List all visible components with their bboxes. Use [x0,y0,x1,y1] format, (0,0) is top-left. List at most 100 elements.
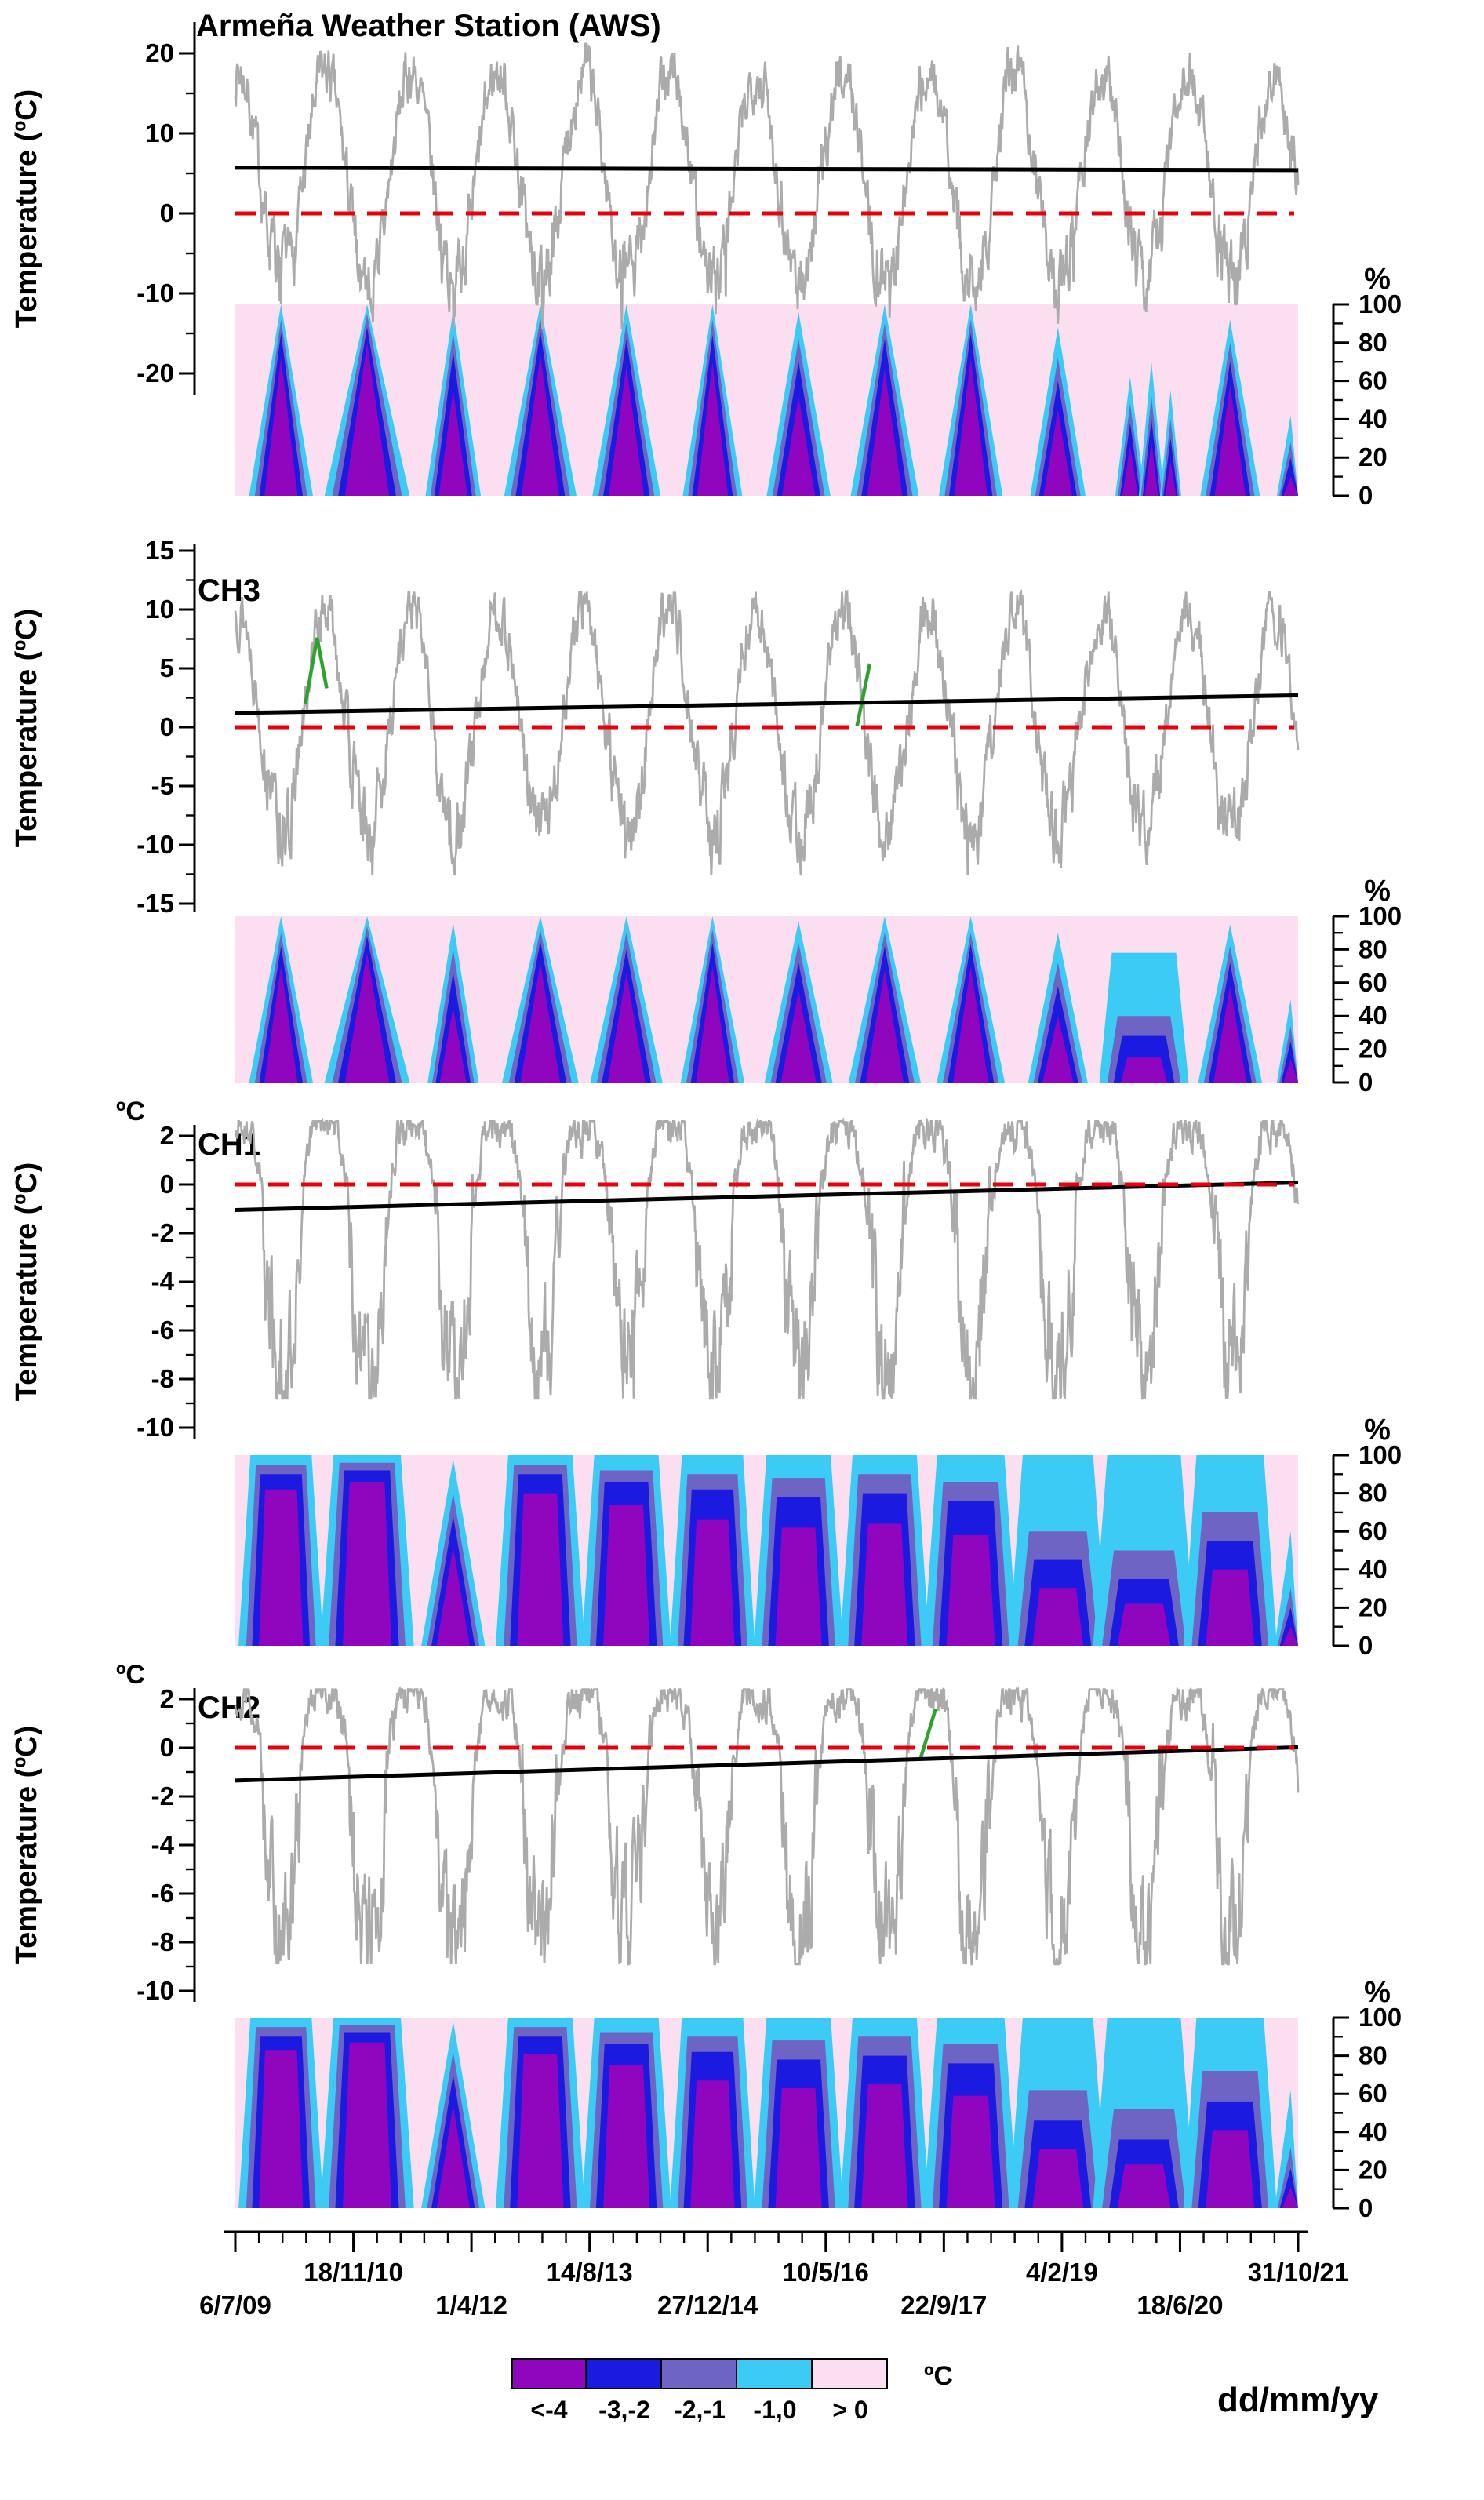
winter-band-lt-m4 [861,2084,908,2208]
panel-ch2-chart: ºC CH2 Temperature (ºC) % 20-2-4-6-8-100… [10,1660,1402,2222]
y-tick-label: 2 [160,1121,174,1150]
legend-item: -2,-1 [660,2358,737,2425]
winter-band-lt-m4 [259,1489,304,1646]
winter-band-lt-m4 [1214,384,1246,496]
winter-band-lt-m4 [946,1535,995,1646]
legend-label: > 0 [832,2396,868,2424]
temperature-series [234,1116,1300,1400]
percent-tick-label: 20 [1359,1592,1388,1621]
legend-swatch-band_gt_0 [811,2358,888,2389]
y-tick-label: -2 [151,1781,174,1810]
percent-tick-label: 40 [1359,404,1388,433]
legend-swatch-band_m3_m2 [585,2358,662,2389]
y-axis-unit-label: ºC [116,1097,145,1126]
winter-band-lt-m4 [1043,409,1073,496]
y-tick-label: -6 [151,1879,174,1908]
y-tick-label: -4 [151,1267,175,1296]
winter-band-lt-m4 [343,2042,392,2208]
legend-item: -1,0 [736,2358,813,2425]
percent-tick-label: 80 [1359,328,1388,357]
winter-band-lt-m4 [867,369,903,496]
percent-tick-label: 100 [1359,901,1402,930]
x-tick-label: 27/12/14 [657,2291,758,2320]
winter-band-lt-m4 [1032,1588,1084,1646]
winter-band-lt-m4 [344,952,390,1083]
percent-tick-label: 60 [1359,2079,1388,2108]
y-tick-label: 2 [160,1684,174,1713]
winter-band-lt-m4 [607,973,646,1083]
percent-tick-label: 60 [1359,968,1388,997]
x-tick-label: 10/5/16 [783,2258,869,2287]
legend-label: -2,-1 [674,2396,726,2424]
winter-band-lt-m4 [865,969,904,1083]
winter-band-lt-m4 [861,1523,908,1646]
x-tick-label: 14/8/13 [547,2258,633,2287]
percent-tick-label: 0 [1359,1631,1373,1660]
winter-band-lt-m4 [953,966,989,1083]
y-tick-label: -10 [136,830,174,859]
y-tick-label: 0 [160,712,174,741]
y-tick-label: -10 [136,278,174,307]
winter-band-lt-m4 [782,396,816,496]
winter-band-lt-m4 [1206,2130,1255,2208]
x-tick-label: 6/7/09 [199,2291,271,2320]
winter-band-lt-m4 [517,2054,564,2208]
percent-tick-label: 80 [1359,2041,1388,2070]
y-tick-label: 10 [145,595,174,624]
y-tick-label: -8 [151,1927,174,1956]
winter-band-lt-m4 [520,963,561,1083]
x-tick-label: 22/9/17 [900,2291,987,2320]
x-tick-label: 4/2/19 [1026,2258,1098,2287]
x-tick-label: 18/11/10 [304,2258,403,2287]
winter-band-lt-m4 [343,1482,392,1646]
percent-tick-label: 40 [1359,2117,1388,2146]
winter-band-lt-m4 [1213,986,1247,1083]
percent-tick-label: 100 [1359,2003,1402,2032]
y-axis-label: Temperature (ºC) [10,1726,43,1965]
winter-band-lt-m4 [1120,1057,1168,1083]
winter-band-lt-m4 [521,354,559,496]
y-tick-label: 5 [160,653,174,682]
x-tick-label: 1/4/12 [435,2291,507,2320]
winter-band-lt-m4 [264,358,298,496]
winter-band-lt-m4 [775,2087,822,2208]
panel-title: CH3 [198,573,260,608]
x-tick-label: 18/6/20 [1137,2291,1223,2320]
legend-item: > 0 [811,2358,888,2425]
trend-line [235,1745,1299,1783]
winter-band-lt-m4 [1122,446,1138,496]
winter-band-lt-m4 [954,358,988,496]
gap-filled-segment [855,663,872,726]
winter-band-lt-m4 [436,2105,470,2208]
winter-band-lt-m4 [697,362,729,496]
percent-tick-label: 60 [1359,366,1388,395]
y-tick-label: -10 [136,1976,174,2005]
gap-filled-segment [304,637,329,704]
winter-band-lt-m4 [436,1546,470,1646]
temperature-series [234,588,1300,876]
y-tick-label: -6 [151,1316,174,1345]
winter-band-lt-m4 [259,2050,304,2208]
percent-tick-label: 100 [1359,1440,1402,1469]
winter-band-lt-m4 [690,1519,735,1646]
y-axis-label: Temperature (ºC) [10,89,43,329]
winter-band-lt-m4 [1283,476,1298,496]
percent-tick-label: 20 [1359,2155,1388,2184]
percent-tick-label: 80 [1359,1479,1388,1508]
winter-band-lt-m4 [1032,2149,1084,2208]
winter-band-lt-m4 [1117,2164,1171,2208]
legend-item: <-4 [511,2358,587,2425]
percent-tick-label: 0 [1359,481,1373,510]
winter-band-lt-m4 [439,1007,467,1083]
y-axis-unit-label: ºC [116,1660,145,1690]
legend-swatch-band_lt_m4 [511,2358,587,2389]
legend-unit-label: ºC [924,2361,953,2391]
trend-line [235,693,1299,715]
date-axis: dd/mm/yy 6/7/09 18/11/10 1/4/12 14/8/13 27/1… [199,2230,1379,2419]
x-axis-label: dd/mm/yy [1217,2381,1379,2419]
winter-band-lt-m4 [603,1505,650,1646]
percent-axis-label: % [1364,875,1391,908]
panel-ch3-chart: CH3 Temperature (ºC) % 15 10 5 0 -5 -10 -15 0 20… [10,536,1402,1097]
winter-band-lt-m4 [603,2065,650,2208]
y-tick-label: -10 [136,1413,174,1442]
